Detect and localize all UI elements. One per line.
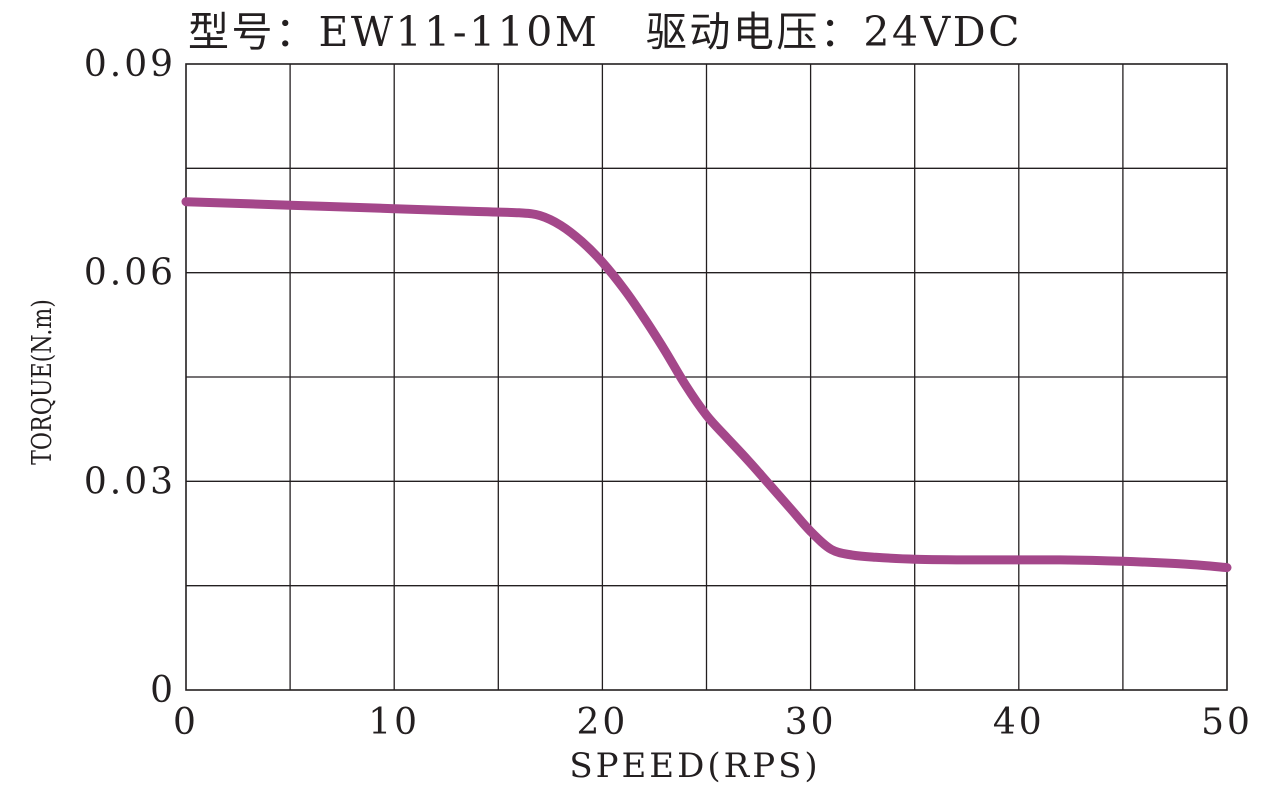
x-tick-label: 50 [1201, 702, 1253, 743]
plot-frame [185, 63, 1228, 691]
x-axis-label: SPEED(RPS) [569, 746, 820, 786]
y-tick-labels: 0 0.03 0.06 0.09 [84, 44, 176, 711]
x-tick-label: 10 [368, 702, 420, 743]
grid-lines [186, 64, 1227, 690]
x-tick-label: 0 [173, 702, 199, 743]
x-tick-label: 20 [576, 702, 628, 743]
torque-curve [181, 197, 1232, 573]
x-tick-label: 40 [993, 702, 1045, 743]
x-tick-labels: 0 10 20 30 40 50 [173, 702, 1253, 743]
y-tick-label: 0 [150, 670, 176, 711]
x-tick-label: 30 [785, 702, 837, 743]
y-tick-label: 0.03 [84, 461, 176, 502]
y-tick-label: 0.06 [84, 253, 176, 294]
chart-title: 型号：EW11-110M 驱动电压：24VDC [188, 8, 1022, 56]
y-tick-label: 0.09 [84, 44, 176, 85]
y-axis-label: TORQUE(N.m) [26, 299, 58, 465]
